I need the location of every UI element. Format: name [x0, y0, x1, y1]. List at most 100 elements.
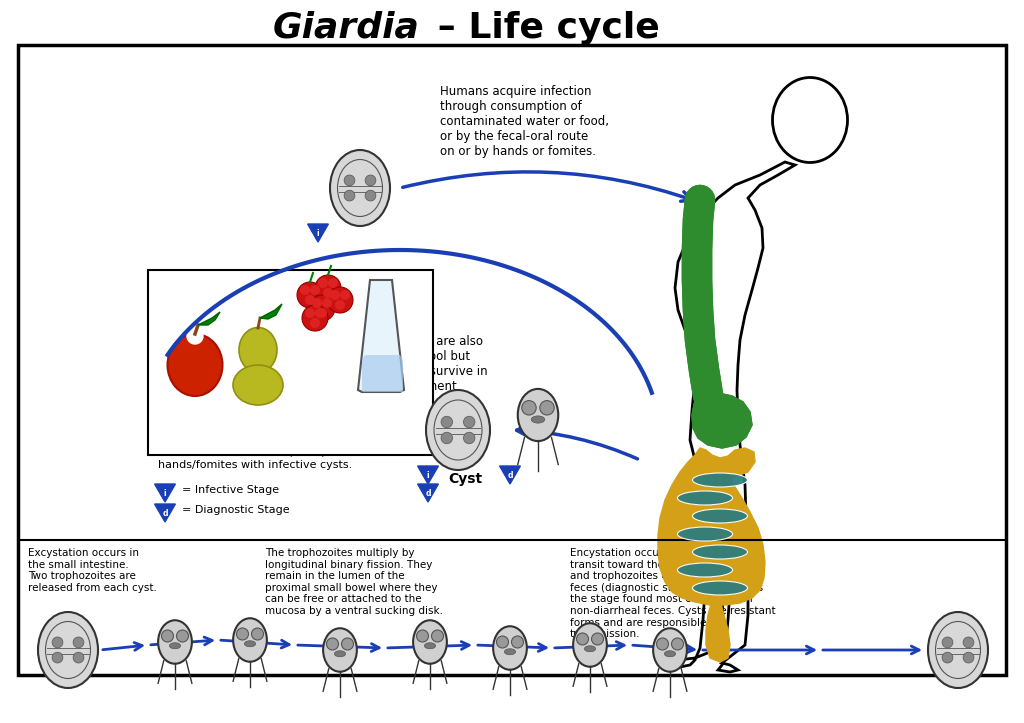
- Polygon shape: [260, 304, 282, 319]
- Ellipse shape: [692, 473, 748, 487]
- Circle shape: [302, 305, 328, 331]
- Circle shape: [305, 295, 315, 305]
- Ellipse shape: [928, 612, 988, 688]
- Circle shape: [73, 652, 84, 663]
- Ellipse shape: [330, 150, 390, 226]
- Text: – Life cycle: – Life cycle: [425, 11, 659, 45]
- Ellipse shape: [245, 641, 256, 647]
- Circle shape: [942, 652, 953, 663]
- Circle shape: [309, 295, 335, 321]
- Circle shape: [176, 630, 188, 642]
- Polygon shape: [658, 448, 765, 605]
- Ellipse shape: [424, 643, 435, 649]
- Polygon shape: [672, 162, 795, 672]
- Circle shape: [237, 628, 249, 640]
- Circle shape: [464, 432, 475, 444]
- Text: d: d: [162, 508, 168, 518]
- Circle shape: [964, 652, 974, 663]
- Circle shape: [340, 290, 350, 300]
- Ellipse shape: [426, 390, 490, 470]
- Ellipse shape: [335, 651, 346, 656]
- Circle shape: [322, 298, 332, 308]
- Text: i: i: [164, 489, 166, 497]
- Ellipse shape: [653, 628, 687, 672]
- Text: Encystation occurs as the parasites
transit toward the colon. Both cysts
and tro: Encystation occurs as the parasites tran…: [570, 548, 775, 639]
- Polygon shape: [692, 390, 752, 448]
- Text: = Infective Stage: = Infective Stage: [182, 485, 280, 495]
- Ellipse shape: [233, 618, 267, 662]
- Ellipse shape: [239, 328, 278, 372]
- Ellipse shape: [324, 628, 357, 672]
- Circle shape: [344, 190, 355, 201]
- Text: i: i: [316, 228, 319, 237]
- Circle shape: [317, 308, 327, 318]
- Text: Humans acquire infection
through consumption of
contaminated water or food,
or b: Humans acquire infection through consump…: [440, 85, 609, 158]
- Circle shape: [73, 637, 84, 648]
- Ellipse shape: [692, 545, 748, 559]
- Circle shape: [942, 637, 953, 648]
- Circle shape: [312, 298, 322, 308]
- Ellipse shape: [678, 491, 732, 505]
- Circle shape: [327, 287, 353, 313]
- Polygon shape: [358, 280, 404, 392]
- Ellipse shape: [413, 620, 446, 664]
- Text: d: d: [425, 489, 431, 497]
- Ellipse shape: [38, 612, 98, 688]
- Text: Giardia: Giardia: [273, 11, 420, 45]
- Circle shape: [344, 175, 355, 186]
- Circle shape: [441, 432, 453, 444]
- Circle shape: [366, 190, 376, 201]
- Text: = Diagnostic Stage: = Diagnostic Stage: [182, 505, 290, 515]
- Circle shape: [310, 285, 319, 295]
- Circle shape: [540, 401, 554, 415]
- Text: i: i: [427, 471, 429, 479]
- Text: Excystation occurs in
the small intestine.
Two trophozoites are
released from ea: Excystation occurs in the small intestin…: [28, 548, 157, 593]
- Circle shape: [315, 275, 341, 301]
- Circle shape: [252, 628, 263, 640]
- Circle shape: [52, 637, 62, 648]
- Circle shape: [328, 278, 338, 288]
- Circle shape: [964, 637, 974, 648]
- Circle shape: [315, 308, 325, 318]
- Polygon shape: [198, 312, 220, 325]
- Circle shape: [341, 638, 353, 650]
- Ellipse shape: [169, 643, 180, 649]
- Bar: [18, 45, 1006, 675]
- Circle shape: [366, 175, 376, 186]
- Polygon shape: [362, 355, 403, 392]
- Circle shape: [464, 416, 475, 428]
- Circle shape: [305, 308, 315, 318]
- Ellipse shape: [233, 365, 283, 405]
- Circle shape: [512, 636, 523, 648]
- Circle shape: [592, 633, 603, 645]
- Circle shape: [656, 638, 669, 650]
- Ellipse shape: [585, 646, 596, 651]
- Ellipse shape: [772, 77, 848, 163]
- Text: Trophozoites are also
passed in stool but
they do not survive in
the environment: Trophozoites are also passed in stool bu…: [358, 335, 487, 393]
- Circle shape: [310, 318, 319, 328]
- Ellipse shape: [665, 651, 676, 656]
- Ellipse shape: [505, 649, 516, 655]
- Text: Contamination of water, food, or
hands/fomites with infective cysts.: Contamination of water, food, or hands/f…: [158, 448, 352, 470]
- Polygon shape: [706, 600, 730, 662]
- Circle shape: [577, 633, 589, 645]
- Circle shape: [417, 630, 428, 642]
- Text: The trophozoites multiply by
longitudinal binary fission. They
remain in the lum: The trophozoites multiply by longitudina…: [265, 548, 443, 616]
- Ellipse shape: [531, 416, 545, 423]
- Circle shape: [187, 328, 203, 344]
- Ellipse shape: [494, 626, 527, 669]
- Circle shape: [672, 638, 683, 650]
- Circle shape: [441, 416, 453, 428]
- Circle shape: [431, 630, 443, 642]
- Circle shape: [318, 278, 328, 288]
- Bar: [148, 270, 433, 455]
- Ellipse shape: [168, 334, 222, 396]
- Text: Cyst: Cyst: [449, 472, 482, 486]
- Circle shape: [52, 652, 62, 663]
- Polygon shape: [692, 390, 752, 448]
- Ellipse shape: [158, 620, 191, 664]
- Circle shape: [330, 290, 340, 300]
- Circle shape: [323, 288, 333, 298]
- Ellipse shape: [692, 581, 748, 595]
- Ellipse shape: [678, 563, 732, 577]
